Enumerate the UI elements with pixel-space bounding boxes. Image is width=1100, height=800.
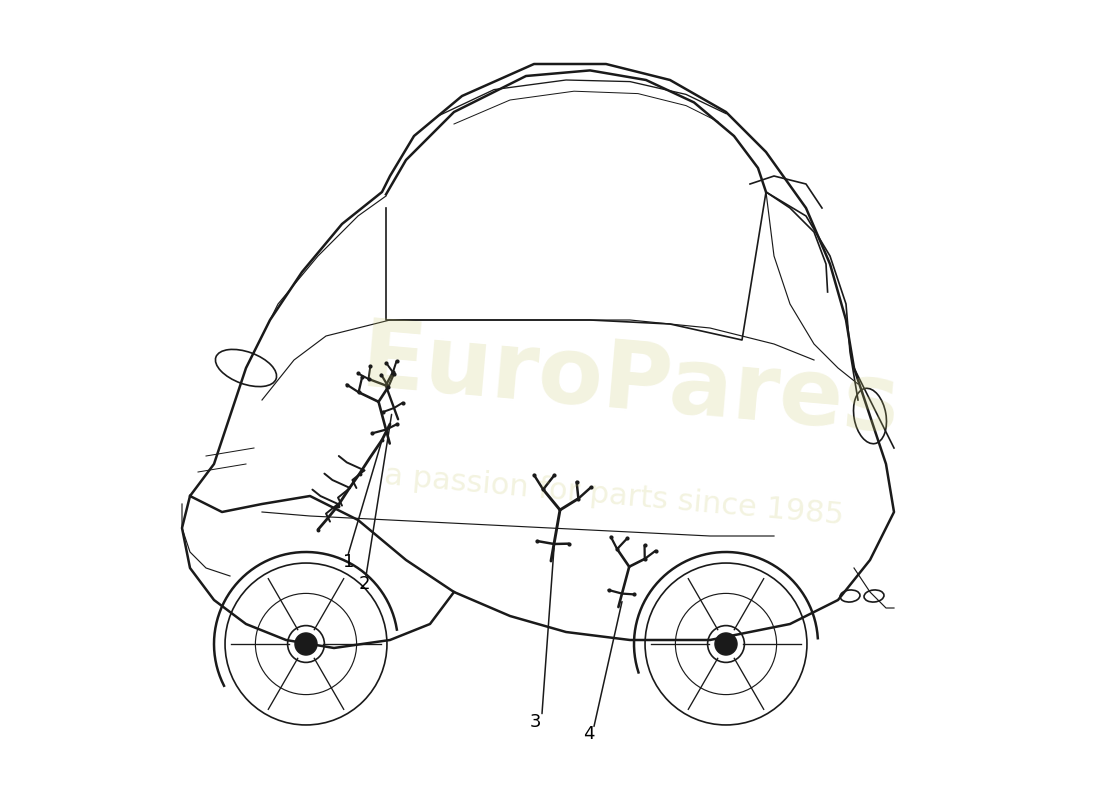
Text: EuroPares: EuroPares xyxy=(356,314,903,454)
Circle shape xyxy=(295,633,317,655)
Circle shape xyxy=(715,633,737,655)
Text: 3: 3 xyxy=(530,713,541,730)
Text: 1: 1 xyxy=(343,553,354,570)
Text: a passion for parts since 1985: a passion for parts since 1985 xyxy=(383,462,845,530)
Text: 4: 4 xyxy=(583,726,594,743)
Text: 2: 2 xyxy=(359,575,370,593)
